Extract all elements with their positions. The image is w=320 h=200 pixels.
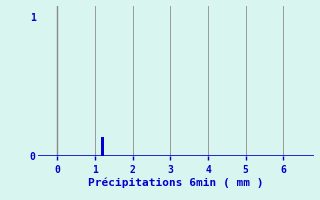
Bar [101,137,104,156]
X-axis label: Précipitations 6min ( mm ): Précipitations 6min ( mm ) [88,178,264,188]
